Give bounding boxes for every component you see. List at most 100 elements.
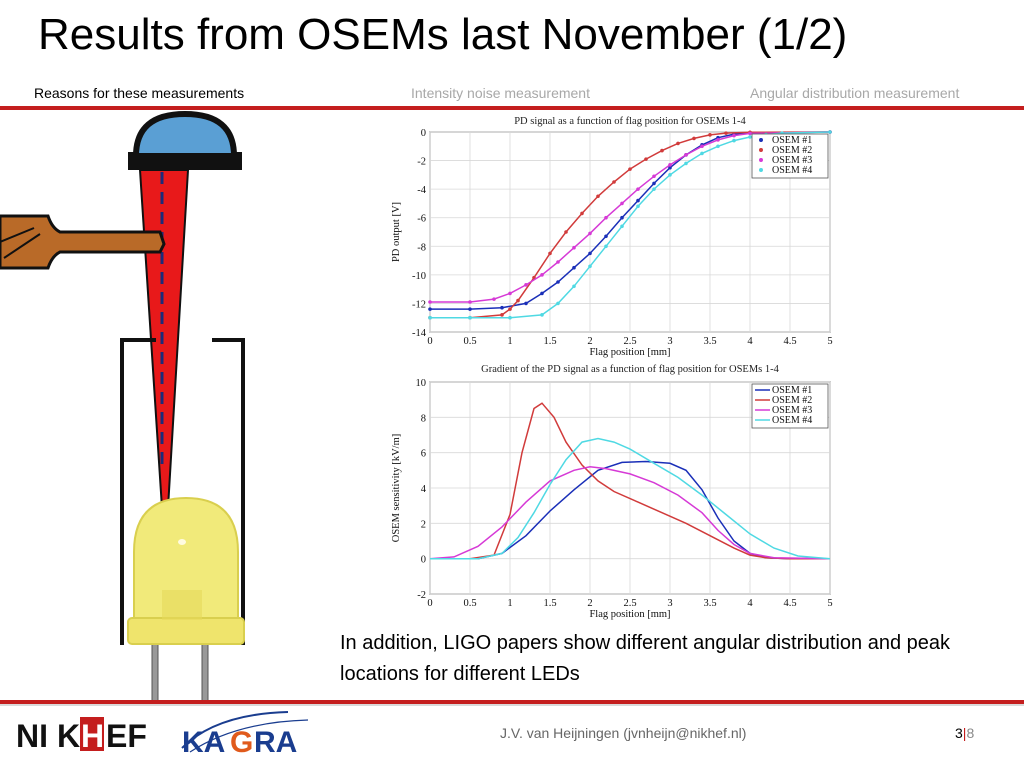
series-line-osem-4 [430, 437, 831, 560]
data-point-osem-3 [556, 260, 560, 264]
data-point-osem-3 [668, 163, 672, 167]
data-point-osem-4 [684, 161, 688, 166]
data-point-osem-1 [468, 307, 472, 311]
footer-divider [0, 700, 1024, 704]
data-point-osem-3 [620, 201, 624, 206]
footer-author: J.V. van Heijningen (jvnheijn@nikhef.nl) [500, 725, 747, 741]
x-tick-label: 1.5 [543, 598, 556, 609]
data-point-osem-4 [508, 315, 512, 320]
nikhef-logo: NI K H EF [16, 717, 147, 753]
nikhef-logo-ef: EF [106, 718, 147, 753]
x-tick-label: 0 [427, 598, 432, 609]
legend-label: OSEM #2 [772, 395, 812, 406]
page-separator: | [962, 725, 967, 741]
y-tick-label: 6 [421, 449, 426, 460]
x-tick-label: 3.5 [703, 336, 716, 347]
data-point-osem-4 [572, 284, 576, 289]
x-tick-label: 4.5 [783, 598, 796, 609]
legend-marker [759, 138, 763, 142]
data-point-osem-3 [540, 273, 544, 277]
data-point-osem-3 [572, 245, 576, 250]
data-point-osem-2 [708, 133, 712, 137]
data-point-osem-4 [700, 151, 704, 156]
pd-signal-chart: PD signal as a function of flag position… [391, 116, 833, 358]
legend-label: OSEM #1 [772, 385, 812, 396]
caption-text: In addition, LIGO papers show different … [340, 632, 951, 685]
legend-marker [759, 158, 763, 162]
data-point-osem-3 [700, 144, 704, 149]
x-tick-label: 4.5 [783, 336, 796, 347]
data-point-osem-2 [724, 131, 728, 135]
footer-divider-shadow [0, 704, 1024, 706]
data-point-osem-3 [524, 283, 528, 287]
nav-intensity-noise-measurement[interactable]: Intensity noise measurement [411, 85, 590, 101]
data-point-osem-4 [428, 315, 432, 320]
y-tick-label: -14 [412, 328, 427, 339]
osem-sensitivity-chart: Gradient of the PD signal as a function … [391, 364, 833, 620]
data-point-osem-4 [556, 301, 560, 306]
series-line-osem-4 [430, 131, 831, 319]
series-line-osem-3 [430, 131, 831, 303]
y-axis-label: OSEM sensitivity [kV/m] [391, 434, 402, 543]
data-point-osem-3 [468, 300, 472, 304]
led-emitter [127, 496, 245, 702]
data-point-osem-1 [500, 305, 504, 310]
data-point-osem-4 [732, 138, 736, 143]
chart-title: PD signal as a function of flag position… [514, 116, 746, 127]
x-tick-label: 0 [427, 336, 432, 347]
x-tick-label: 1 [507, 336, 512, 347]
x-tick-label: 3.5 [703, 598, 716, 609]
y-tick-label: 10 [416, 378, 427, 389]
data-point-osem-2 [580, 211, 584, 216]
y-tick-label: 4 [421, 484, 427, 495]
y-tick-label: -4 [417, 185, 426, 196]
y-tick-label: -2 [417, 157, 426, 168]
x-tick-label: 4 [747, 336, 753, 347]
nav-angular-distribution-measurement[interactable]: Angular distribution measurement [750, 85, 960, 101]
data-point-osem-3 [684, 153, 688, 157]
data-point-osem-3 [508, 291, 512, 296]
data-point-osem-2 [500, 313, 504, 317]
x-tick-label: 1 [507, 598, 512, 609]
slide-title: Results from OSEMs last November (1/2) [38, 10, 848, 59]
data-point-osem-4 [540, 313, 544, 317]
nav-reasons-for-these-measurements[interactable]: Reasons for these measurements [34, 85, 245, 101]
data-point-osem-2 [612, 180, 616, 184]
current-page: 3 [955, 725, 963, 741]
legend-box [751, 133, 829, 179]
data-point-osem-3 [716, 138, 720, 142]
data-point-osem-3 [732, 133, 736, 138]
data-point-osem-2 [660, 148, 664, 153]
data-point-osem-3 [636, 187, 640, 191]
y-tick-label: 8 [421, 413, 426, 424]
data-point-osem-1 [524, 301, 528, 306]
legend-label: OSEM #4 [772, 165, 812, 176]
osem-housing [120, 338, 245, 645]
header-divider [0, 106, 1024, 110]
series-line-osem-2 [430, 402, 830, 560]
kagra-logo-ka: KA [182, 726, 225, 759]
data-point-osem-3 [588, 231, 592, 236]
data-point-osem-4 [620, 224, 624, 229]
x-tick-label: 2 [587, 598, 592, 609]
x-tick-label: 4 [747, 598, 753, 609]
data-point-osem-4 [828, 130, 832, 134]
data-point-osem-1 [668, 165, 672, 170]
data-point-osem-2 [628, 167, 632, 171]
legend-label: OSEM #2 [772, 145, 812, 156]
legend-label: OSEM #3 [772, 405, 812, 416]
photodiode-lens [128, 110, 242, 170]
legend-label: OSEM #1 [772, 135, 812, 146]
x-tick-label: 0.5 [463, 336, 476, 347]
data-point-osem-2 [516, 298, 520, 303]
nikhef-logo-ni: NI [16, 718, 48, 753]
data-point-osem-2 [564, 230, 568, 234]
data-point-osem-4 [748, 135, 752, 139]
data-point-osem-1 [620, 215, 624, 220]
osem-illustration [0, 110, 245, 702]
kagra-logo: KA G RA [181, 711, 309, 759]
nikhef-logo-k: K [57, 718, 80, 753]
data-point-osem-4 [668, 173, 672, 177]
kagra-logo-g: G [230, 726, 253, 759]
y-tick-label: -6 [417, 214, 426, 225]
